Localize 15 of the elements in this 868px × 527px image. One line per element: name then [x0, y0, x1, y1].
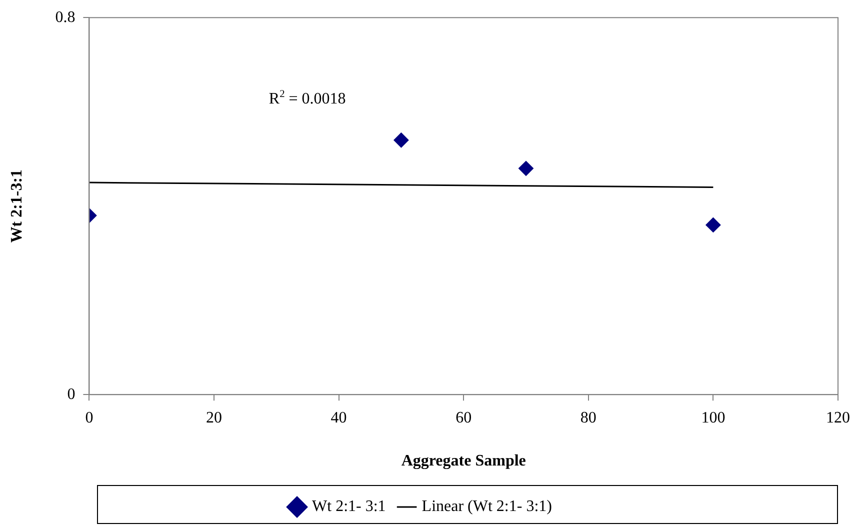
x-tick-label: 40 — [330, 409, 347, 426]
x-tick-label: 0 — [85, 409, 94, 426]
x-tick-label: 80 — [580, 409, 596, 426]
y-axis-title: Wt 2:1-3:1 — [8, 169, 26, 243]
point — [706, 217, 721, 232]
x-tick-label: 60 — [456, 409, 472, 426]
x-tick-label: 100 — [701, 409, 726, 426]
x-tick-label: 120 — [826, 409, 850, 426]
x-tick-label: 20 — [206, 409, 222, 426]
legend-label: Linear (Wt 2:1- 3:1) — [422, 498, 552, 516]
y-tick-label: 0.8 — [55, 8, 76, 26]
x-axis-title: Aggregate Sample — [401, 452, 526, 470]
point — [394, 132, 409, 148]
legend-label: Wt 2:1- 3:1 — [312, 498, 386, 516]
point — [518, 160, 534, 176]
